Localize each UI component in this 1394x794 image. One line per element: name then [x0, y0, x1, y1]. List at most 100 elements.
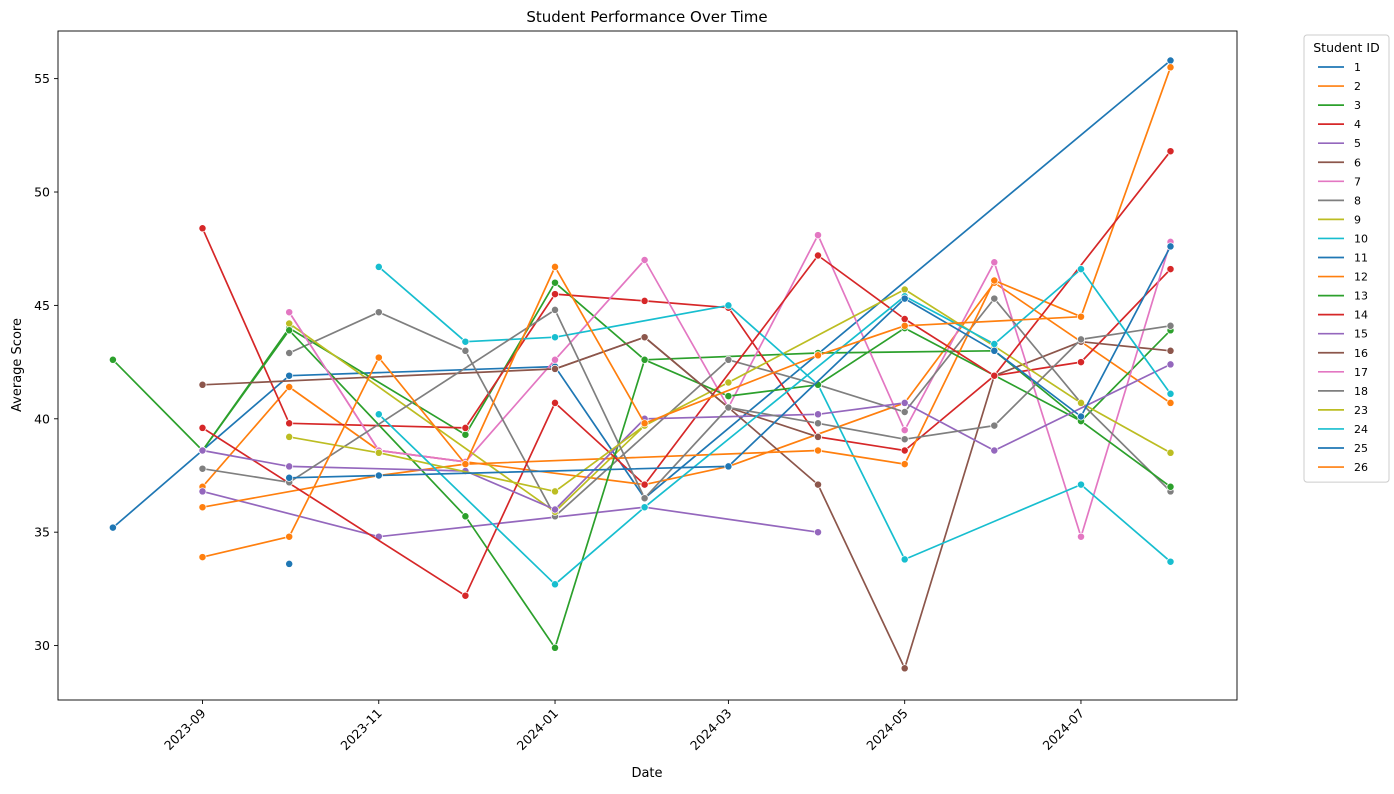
data-point — [1166, 389, 1175, 398]
data-point — [285, 349, 294, 357]
series-line — [289, 424, 646, 493]
data-point — [814, 410, 822, 419]
data-point — [640, 503, 649, 512]
data-point — [990, 340, 999, 348]
data-point — [640, 355, 649, 364]
data-point — [285, 371, 294, 380]
legend-entry: 4 — [1354, 118, 1361, 131]
data-point — [990, 371, 999, 380]
data-point — [285, 383, 294, 391]
data-point — [814, 432, 822, 441]
data-point — [551, 487, 559, 496]
legend-entry: 9 — [1354, 213, 1361, 226]
data-point — [285, 319, 294, 328]
data-point — [1166, 242, 1175, 251]
series-line — [202, 67, 1172, 509]
data-point — [900, 398, 909, 407]
data-point — [461, 346, 470, 355]
data-point — [990, 276, 999, 285]
legend-entry: 7 — [1354, 175, 1361, 188]
data-point — [900, 664, 909, 673]
data-point — [285, 559, 294, 568]
data-point — [551, 355, 559, 364]
data-point — [198, 553, 207, 562]
data-point — [461, 591, 470, 600]
data-point — [551, 290, 559, 299]
data-point — [1077, 312, 1085, 321]
series-line — [202, 490, 819, 538]
data-point — [551, 505, 559, 514]
data-point — [900, 315, 909, 323]
y-tick-label: 55 — [34, 71, 50, 86]
legend-entry: 1 — [1354, 61, 1361, 74]
data-point — [814, 231, 822, 240]
data-point — [1166, 398, 1175, 407]
data-point — [551, 278, 559, 287]
data-point — [900, 460, 909, 469]
data-point — [900, 446, 909, 455]
legend-entry: 6 — [1354, 156, 1361, 169]
chart-title: Student Performance Over Time — [526, 8, 767, 26]
data-point — [108, 355, 117, 364]
data-point — [640, 494, 649, 503]
data-point — [198, 423, 207, 432]
data-point — [724, 355, 733, 364]
data-point — [1166, 56, 1175, 65]
data-point — [900, 555, 909, 564]
series-line — [202, 309, 1171, 500]
data-point — [1077, 480, 1085, 489]
data-point — [724, 462, 733, 471]
data-point — [814, 251, 822, 260]
data-point — [198, 224, 207, 233]
data-point — [724, 301, 733, 310]
data-point — [990, 294, 999, 303]
data-point — [551, 398, 559, 407]
data-point — [374, 308, 383, 317]
data-point — [814, 419, 822, 428]
legend-title: Student ID — [1313, 40, 1380, 55]
data-point — [1077, 265, 1085, 274]
data-point — [900, 294, 909, 303]
legend-entry: 18 — [1354, 385, 1368, 398]
data-point — [990, 346, 999, 355]
data-point — [374, 353, 383, 362]
data-point — [285, 462, 294, 471]
y-tick-label: 35 — [34, 525, 50, 540]
series-11 — [285, 559, 294, 568]
legend-entry: 26 — [1354, 461, 1368, 474]
legend-entry: 14 — [1354, 309, 1368, 322]
y-tick-label: 45 — [34, 298, 50, 313]
data-point — [108, 523, 117, 532]
data-point — [724, 403, 733, 412]
plot-frame — [57, 30, 1238, 701]
data-point — [1077, 335, 1085, 344]
series-14 — [198, 147, 1175, 600]
data-point — [814, 351, 822, 360]
series-23 — [285, 421, 649, 496]
data-point — [198, 446, 207, 455]
data-point — [640, 296, 649, 305]
legend-entry: 5 — [1354, 137, 1361, 150]
data-point — [461, 337, 470, 346]
data-point — [551, 262, 559, 271]
data-point — [551, 643, 559, 652]
legend-entry: 24 — [1354, 423, 1368, 436]
data-point — [1077, 412, 1085, 421]
data-point — [990, 258, 999, 267]
data-point — [198, 503, 207, 512]
data-point — [1166, 346, 1175, 355]
data-point — [724, 392, 733, 401]
data-point — [814, 528, 822, 537]
data-point — [1166, 321, 1175, 330]
data-point — [285, 473, 294, 482]
data-point — [1077, 532, 1085, 541]
data-point — [285, 308, 294, 317]
legend-entry: 2 — [1354, 80, 1361, 93]
series-26 — [198, 262, 1085, 562]
legend-entry: 16 — [1354, 347, 1368, 360]
data-point — [900, 285, 909, 294]
data-point — [640, 419, 649, 428]
series-line — [378, 266, 1172, 563]
